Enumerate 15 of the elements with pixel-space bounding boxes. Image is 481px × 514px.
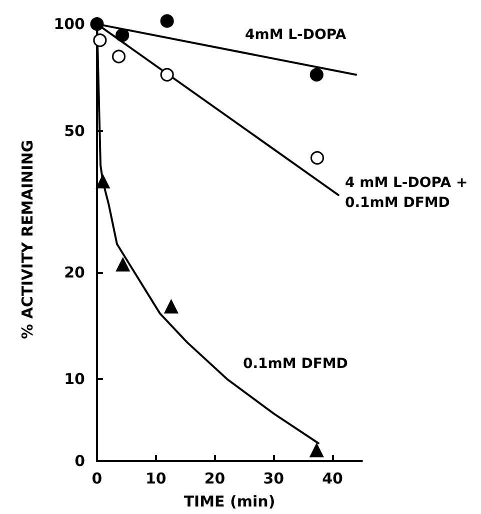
y-tick-label: 20 <box>64 263 85 282</box>
x-tick-label: 10 <box>145 470 166 488</box>
y-tick-label: 10 <box>64 370 85 388</box>
x-tick-label: 0 <box>92 470 102 488</box>
annotation: 0.1mM DFMD <box>243 356 348 372</box>
x-axis-title: TIME (min) <box>184 492 276 510</box>
y-axis-title: % ACTIVITY REMAINING <box>18 140 36 340</box>
y-tick-label: 50 <box>64 122 85 140</box>
y-tick-label: 100 <box>54 15 85 34</box>
x-tick-label: 30 <box>263 470 284 488</box>
x-tick-label: 40 <box>322 470 343 488</box>
annotation: 4 mM L-DOPA + 0.1mM DFMD <box>345 175 468 211</box>
annotation: 4mM L-DOPA <box>245 27 346 43</box>
y-tick-label: 0 <box>74 452 85 470</box>
x-tick-label: 20 <box>204 470 226 488</box>
